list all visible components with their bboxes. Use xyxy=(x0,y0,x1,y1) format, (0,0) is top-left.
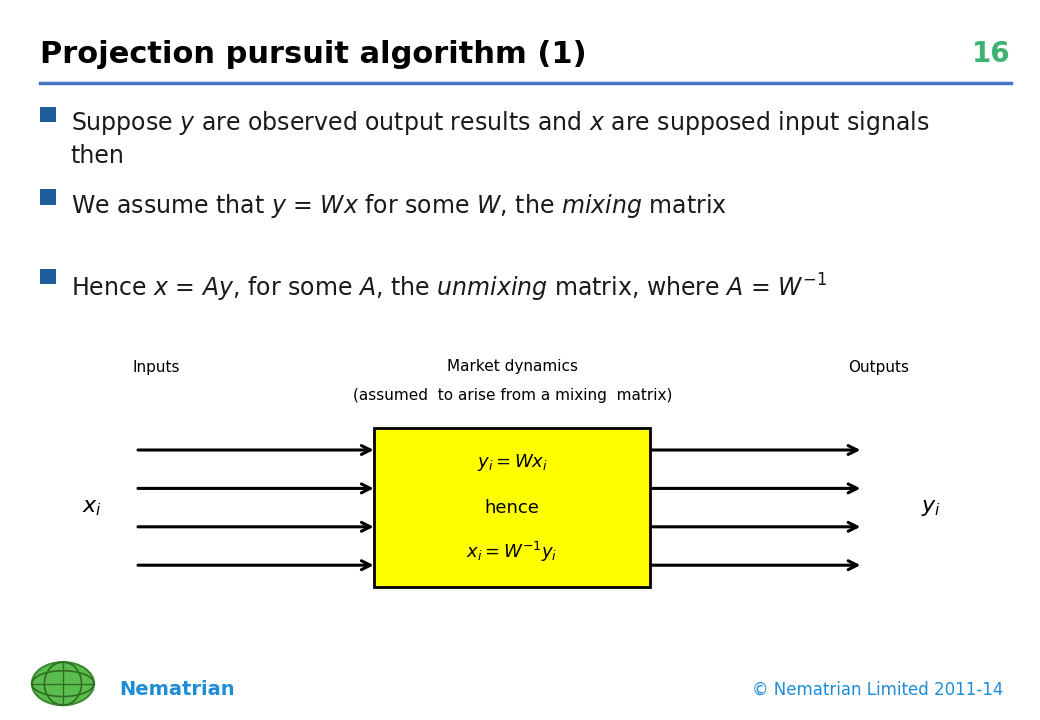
Text: Outputs: Outputs xyxy=(849,360,909,374)
Text: $y_i$: $y_i$ xyxy=(920,498,941,518)
Text: Nematrian: Nematrian xyxy=(120,680,235,699)
Text: hence: hence xyxy=(485,498,540,517)
Text: $x_i= W^{-1}y_i$: $x_i= W^{-1}y_i$ xyxy=(467,540,557,564)
Text: then: then xyxy=(71,144,125,168)
Text: (assumed  to arise from a mixing  matrix): (assumed to arise from a mixing matrix) xyxy=(353,388,672,403)
Text: We assume that $y$ = $Wx$ for some $W$, the $\it{mixing}$ matrix: We assume that $y$ = $Wx$ for some $W$, … xyxy=(71,192,727,220)
Text: Hence $x$ = $Ay$, for some $A$, the $\it{unmixing}$ matrix, where $A$ = $W^{-1}$: Hence $x$ = $Ay$, for some $A$, the $\it… xyxy=(71,271,827,304)
Text: Market dynamics: Market dynamics xyxy=(447,359,577,374)
Text: Suppose $y$ are observed output results and $x$ are supposed input signals: Suppose $y$ are observed output results … xyxy=(71,109,929,138)
Bar xyxy=(374,428,650,587)
Bar xyxy=(40,269,56,284)
Text: 16: 16 xyxy=(972,40,1011,68)
Text: Projection pursuit algorithm (1): Projection pursuit algorithm (1) xyxy=(40,40,587,68)
Bar xyxy=(40,189,56,205)
Text: $x_i$: $x_i$ xyxy=(81,498,102,518)
Text: $y_i = Wx_i$: $y_i = Wx_i$ xyxy=(476,452,548,474)
Text: © Nematrian Limited 2011-14: © Nematrian Limited 2011-14 xyxy=(752,681,1004,698)
Text: Inputs: Inputs xyxy=(132,360,180,374)
Bar xyxy=(40,107,56,122)
Circle shape xyxy=(32,662,94,705)
